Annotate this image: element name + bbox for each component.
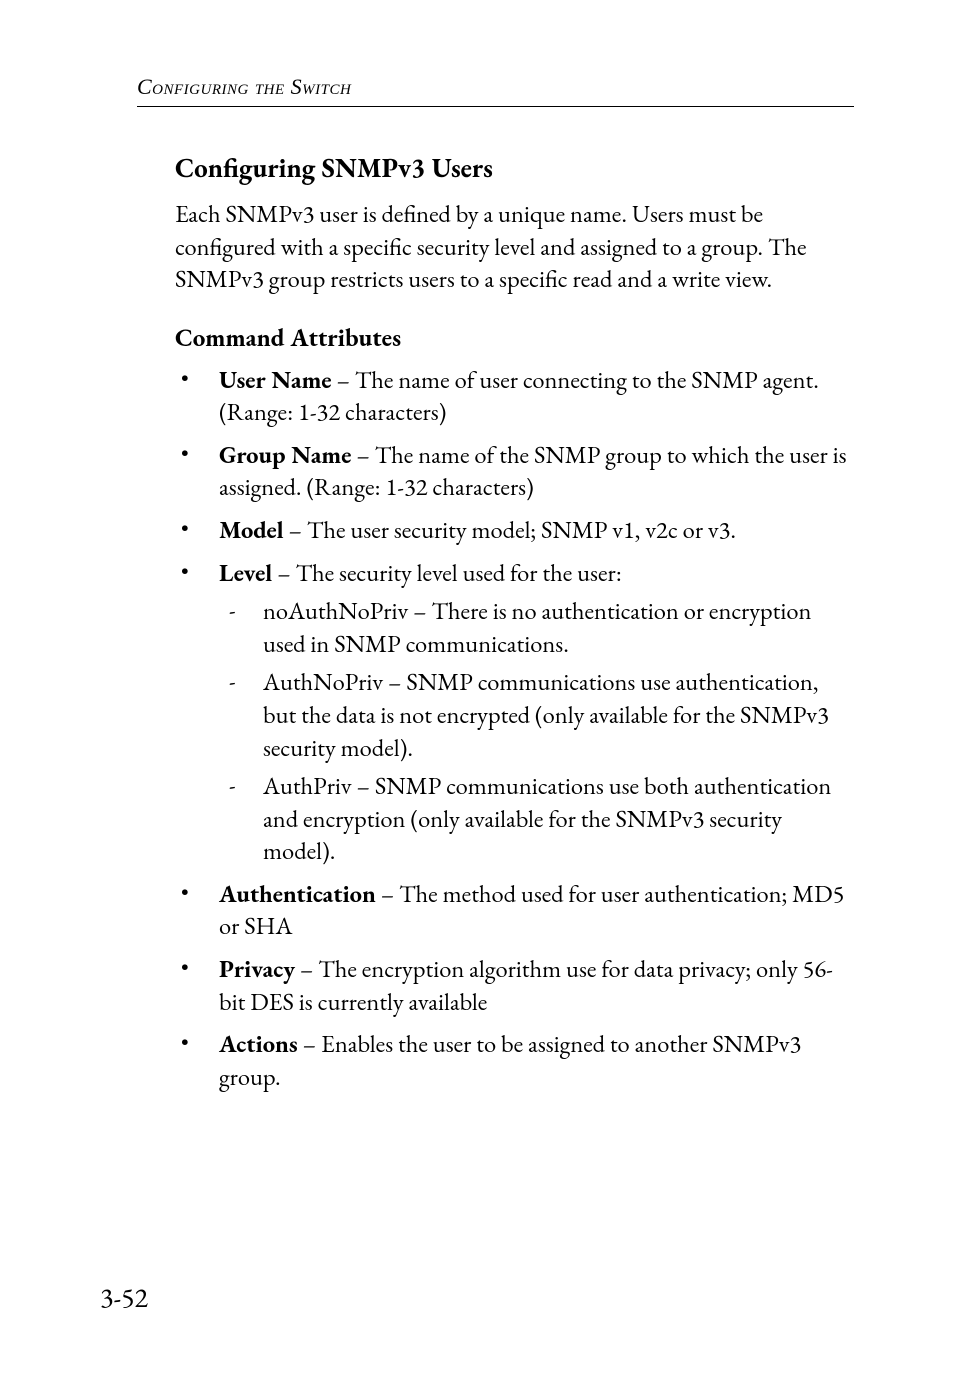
sub-list: noAuthNoPriv – There is no authenticatio… <box>219 595 854 868</box>
page-number: 3-52 <box>100 1280 148 1316</box>
desc: – The user security model; SNMP v1, v2c … <box>284 514 736 546</box>
intro-paragraph: Each SNMPv3 user is defined by a unique … <box>175 198 854 296</box>
term: Authentication <box>219 878 376 910</box>
running-header: Configuring the Switch <box>137 74 854 100</box>
term: Actions <box>219 1028 298 1060</box>
attribute-list: User Name – The name of user connecting … <box>175 364 854 1094</box>
list-item: Model – The user security model; SNMP v1… <box>175 514 854 547</box>
sub-list-item: AuthNoPriv – SNMP communications use aut… <box>219 666 854 764</box>
term: User Name <box>219 364 332 396</box>
term: Level <box>219 557 272 589</box>
subsection-heading: Command Attributes <box>175 322 854 354</box>
list-item: Group Name – The name of the SNMP group … <box>175 439 854 504</box>
term: Privacy <box>219 953 295 985</box>
desc: – Enables the user to be assigned to ano… <box>219 1028 801 1093</box>
list-item: Authentication – The method used for use… <box>175 878 854 943</box>
list-item: Privacy – The encryption algorithm use f… <box>175 953 854 1018</box>
sub-list-item: AuthPriv – SNMP communications use both … <box>219 770 854 868</box>
desc: – The security level used for the user: <box>272 557 622 589</box>
section-heading: Configuring SNMPv3 Users <box>175 151 854 186</box>
list-item: User Name – The name of user connecting … <box>175 364 854 429</box>
term: Group Name <box>219 439 351 471</box>
desc: – The encryption algorithm use for data … <box>219 953 833 1018</box>
sub-list-item: noAuthNoPriv – There is no authenticatio… <box>219 595 854 660</box>
header-rule <box>137 106 854 107</box>
list-item: Actions – Enables the user to be assigne… <box>175 1028 854 1093</box>
list-item: Level – The security level used for the … <box>175 557 854 868</box>
term: Model <box>219 514 284 546</box>
